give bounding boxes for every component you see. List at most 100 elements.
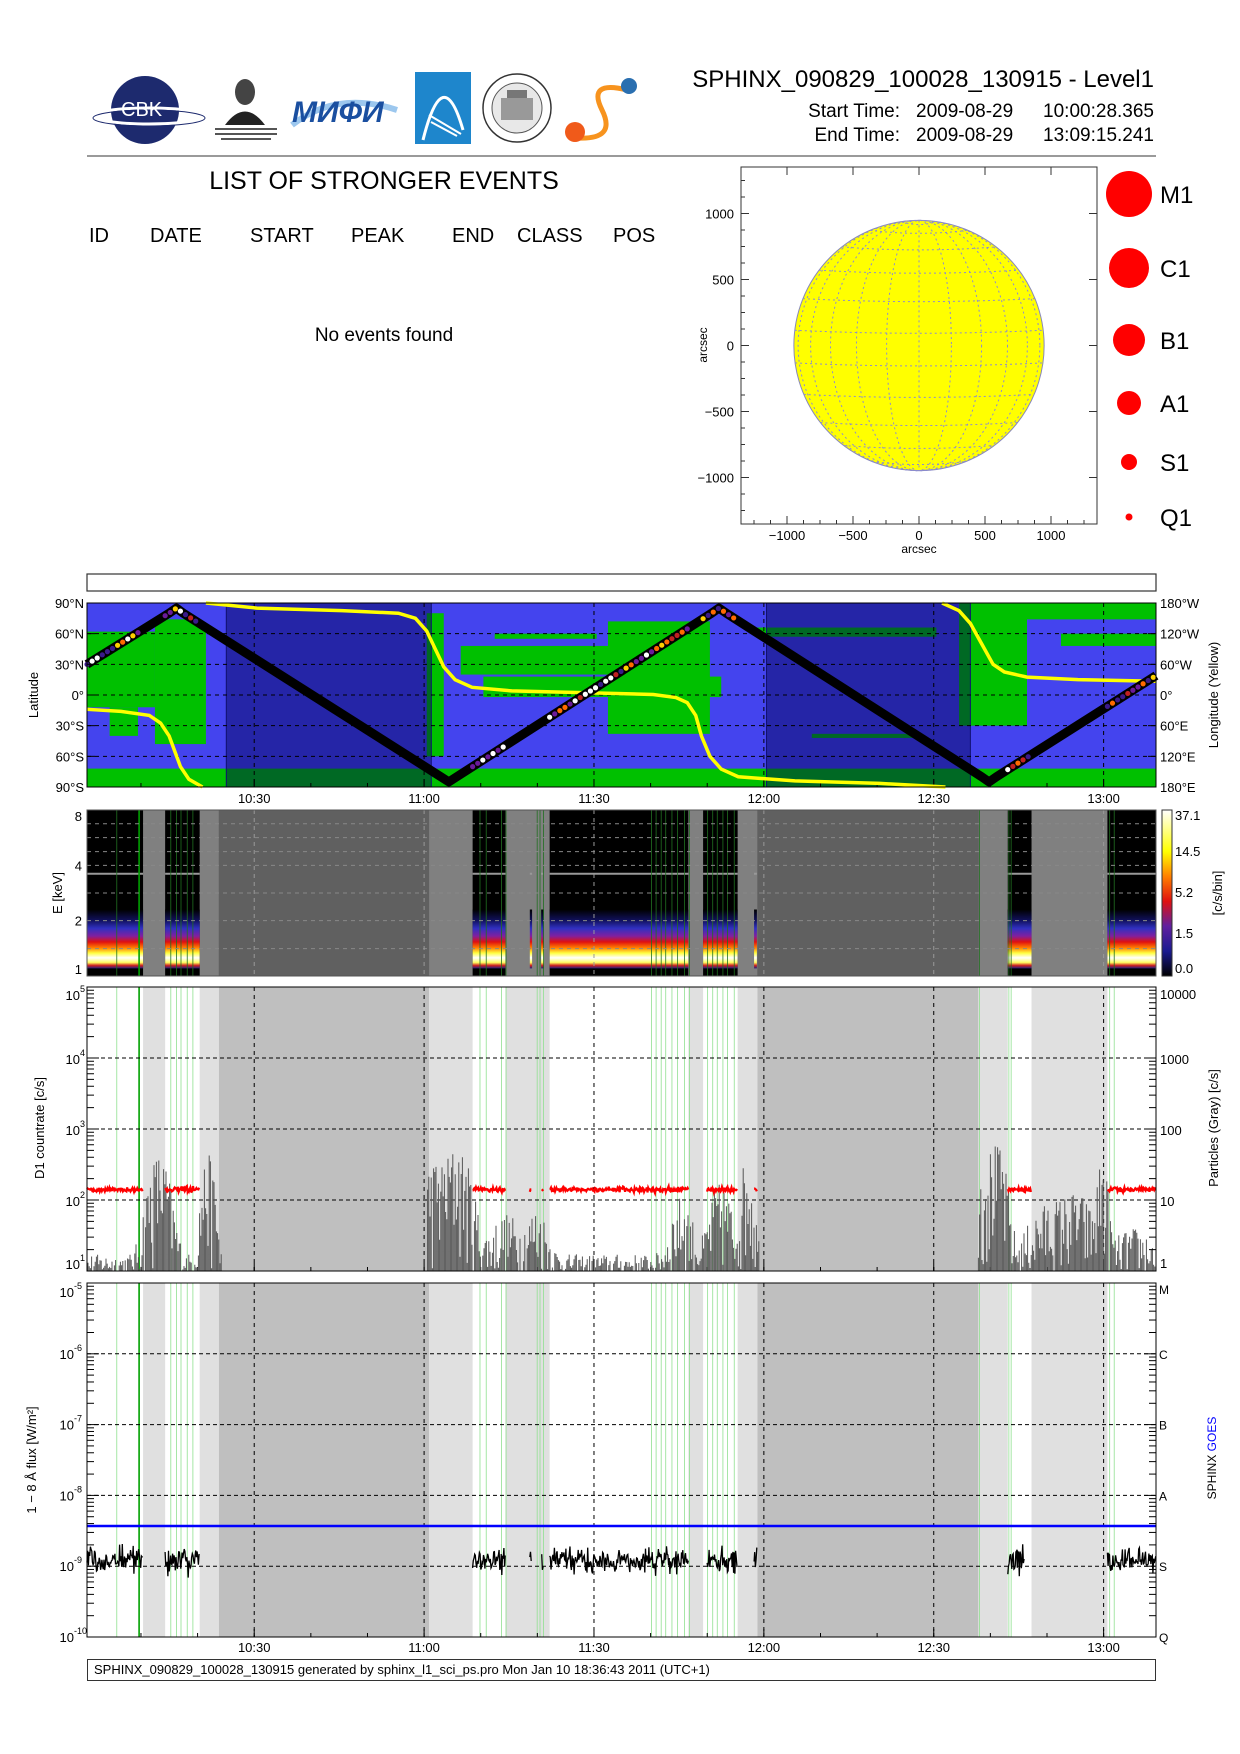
sphinx-flux-series [1106,1545,1157,1574]
logo-strip: CBK МИФИ [87,70,647,150]
start-date: 2009-08-29 [916,101,1014,122]
sphinx-flux-series [86,1543,143,1574]
d1-y2tick-label: 10 [1160,1194,1174,1209]
end-date: 2009-08-29 [916,125,1014,146]
track-intensity-dot [572,698,578,704]
col-pos: POS [613,225,656,247]
orbit-map-lon-label: 60°E [1160,719,1189,734]
track-intensity-dot [715,605,721,612]
colorbar-tick-label: 0.0 [1175,961,1193,976]
col-end: END [452,225,495,247]
sun-ylabel: arcsec [696,327,710,362]
goes-ytick-exponent: -9 [74,1555,82,1565]
track-intensity-dot [679,629,685,635]
sun-ytick-label: 500 [712,273,734,288]
track-intensity-dot [638,655,644,661]
d1-ytick-label: 10 [66,1123,80,1138]
orbit-map-y2label: Longitude (Yellow) [1206,642,1221,748]
track-intensity-dot [125,636,131,642]
spectrogram-ytick-label: 1 [75,962,82,977]
sun-latitude-gridline [841,246,997,251]
d1-y2tick-label: 1000 [1160,1052,1189,1067]
legend-label-c1: C1 [1160,256,1191,283]
d1-ytick-exponent: 4 [80,1048,85,1058]
header-divider [87,155,1156,157]
d1-y2tick-label: 100 [1160,1123,1182,1138]
track-intensity-dot [89,658,95,664]
track-intensity-dot [1115,697,1121,703]
d1-y2tick-label: 10000 [1160,987,1196,1002]
legend-label-q1: Q1 [1160,505,1192,532]
goes-class-label: B [1159,1419,1167,1433]
track-intensity-dot [470,764,476,770]
orbit-map-time-label: 13:00 [1087,791,1120,806]
track-intensity-dot [1130,687,1136,693]
track-intensity-dot [475,760,481,766]
goes-class-label: S [1159,1560,1167,1574]
sun-xlabel: arcsec [901,542,936,556]
track-intensity-dot [1120,694,1126,700]
orbit-map-lon-label: 60°W [1160,657,1193,672]
sun-latitude-gridline [819,269,1019,274]
sun-xtick-label: −500 [838,528,867,543]
goes-frame [86,1282,1157,1638]
svg-text:CBK: CBK [121,99,163,121]
track-intensity-dot [654,645,660,652]
track-intensity-dot [557,708,563,714]
goes-partial-band [143,1283,166,1637]
orbit-map-land [755,627,937,637]
col-class: CLASS [517,225,583,247]
start-time-label: Start Time: [808,101,900,122]
track-intensity-dot [130,633,136,639]
track-intensity-dot [547,714,553,720]
no-events-message: No events found [314,325,454,346]
events-title: LIST OF STRONGER EVENTS [209,167,559,195]
colorbar [1161,809,1173,977]
sphinx-flux-series [753,1547,758,1568]
track-intensity-dot [705,612,711,619]
track-intensity-dot [700,616,706,622]
track-intensity-dot [628,662,634,668]
sun-disk-group [793,219,1045,472]
cbk-logo: CBK [91,76,207,144]
track-intensity-dot [1109,700,1116,706]
observatory-seal-logo [482,73,552,143]
end-time-label: End Time: [814,125,900,146]
orbit-map-lon-label: 180°W [1160,596,1200,611]
d1-ytick-label: 10 [66,988,80,1003]
logos-svg: CBK МИФИ [91,72,637,144]
sun-latitude-gridline [803,393,1035,398]
d1-countrate-series [528,1188,532,1193]
spectrum-emission-band [703,909,738,969]
orbit-map-ylabel: Latitude [26,672,41,718]
track-intensity-dot [664,639,670,645]
orbit-map-lat-label: 30°N [55,657,84,672]
goes-partial-band [737,1283,758,1637]
d1-countrate-series [164,1183,201,1196]
goes-time-label: 12:00 [748,1640,781,1655]
sphinx-flux-series [706,1545,738,1575]
d1-ytick-exponent: 1 [80,1253,85,1263]
track-intensity-dot [648,649,655,655]
sphinx-flux-series [529,1551,532,1562]
sphinx-flux-series [549,1546,689,1576]
track-intensity-dot [587,688,594,694]
goes-ytick-exponent: -7 [74,1414,82,1424]
goes-ylabel: 1 − 8 Å flux [W/m²] [24,1406,39,1513]
orbit-map-lon-label: 0° [1160,688,1172,703]
orbit-map-land [811,733,914,738]
track-intensity-dot [577,694,583,701]
goes-time-label: 10:30 [238,1640,271,1655]
goes-partial-band [1031,1283,1108,1637]
goes-partial-band [978,1283,1008,1637]
sun-latitude-gridline [872,461,966,466]
sun-ytick-label: −1000 [697,471,734,486]
goes-eclipse-band [218,1283,430,1637]
goes-ytick-label: 10 [60,1559,74,1574]
track-intensity-dot [1005,766,1011,773]
goes-time-label: 11:30 [578,1640,610,1655]
col-start: START [250,225,314,247]
track-intensity-dot [674,632,680,638]
sphinx-flux-series [164,1548,200,1578]
goes-class-label: A [1159,1489,1167,1503]
